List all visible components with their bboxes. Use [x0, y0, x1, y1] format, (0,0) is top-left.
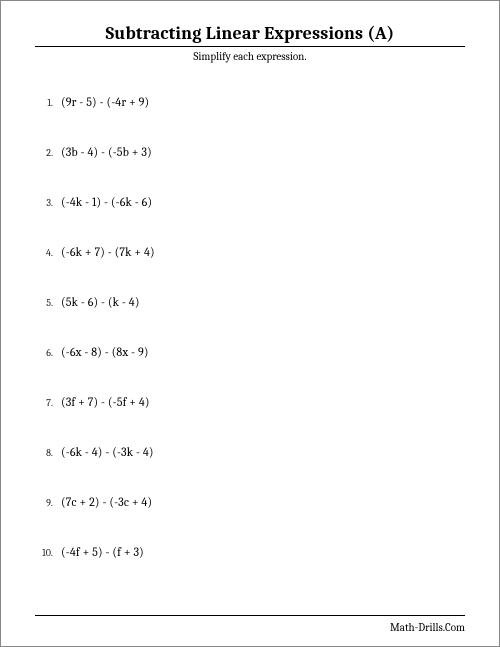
- problem-number: 5.: [35, 297, 61, 309]
- problem-row: 7. (3f + 7) - (-5f + 4): [35, 395, 465, 409]
- problem-row: 1. (9r - 5) - (-4r + 9): [35, 95, 465, 109]
- problem-row: 6. (-6x - 8) - (8x - 9): [35, 345, 465, 359]
- footer-rule: [35, 615, 465, 616]
- problem-number: 2.: [35, 147, 61, 159]
- problem-row: 2. (3b - 4) - (-5b + 3): [35, 145, 465, 159]
- problem-expression: (3b - 4) - (-5b + 3): [61, 145, 152, 159]
- problem-list: 1. (9r - 5) - (-4r + 9) 2. (3b - 4) - (-…: [35, 95, 465, 628]
- problem-expression: (-6k + 7) - (7k + 4): [61, 245, 155, 259]
- problem-expression: (-6k - 4) - (-3k - 4): [61, 445, 154, 459]
- problem-number: 3.: [35, 197, 61, 209]
- worksheet-title: Subtracting Linear Expressions (A): [35, 23, 465, 47]
- problem-expression: (3f + 7) - (-5f + 4): [61, 395, 150, 409]
- problem-number: 4.: [35, 247, 61, 259]
- worksheet-page: Subtracting Linear Expressions (A) Simpl…: [0, 0, 500, 647]
- problem-number: 1.: [35, 97, 61, 109]
- problem-expression: (-4f + 5) - (f + 3): [61, 545, 144, 559]
- problem-row: 9. (7c + 2) - (-3c + 4): [35, 495, 465, 509]
- problem-row: 4. (-6k + 7) - (7k + 4): [35, 245, 465, 259]
- problem-number: 7.: [35, 397, 61, 409]
- problem-row: 5. (5k - 6) - (k - 4): [35, 295, 465, 309]
- problem-number: 8.: [35, 447, 61, 459]
- footer-site: Math-Drills.Com: [390, 621, 465, 634]
- problem-expression: (-4k - 1) - (-6k - 6): [61, 195, 152, 209]
- worksheet-header: Subtracting Linear Expressions (A) Simpl…: [35, 23, 465, 63]
- problem-number: 9.: [35, 497, 61, 509]
- problem-expression: (5k - 6) - (k - 4): [61, 295, 140, 309]
- problem-expression: (7c + 2) - (-3c + 4): [61, 495, 152, 509]
- problem-row: 10. (-4f + 5) - (f + 3): [35, 545, 465, 559]
- problem-expression: (9r - 5) - (-4r + 9): [61, 95, 149, 109]
- worksheet-subtitle: Simplify each expression.: [35, 50, 465, 63]
- problem-number: 6.: [35, 347, 61, 359]
- problem-row: 8. (-6k - 4) - (-3k - 4): [35, 445, 465, 459]
- problem-row: 3. (-4k - 1) - (-6k - 6): [35, 195, 465, 209]
- problem-expression: (-6x - 8) - (8x - 9): [61, 345, 149, 359]
- problem-number: 10.: [35, 547, 61, 559]
